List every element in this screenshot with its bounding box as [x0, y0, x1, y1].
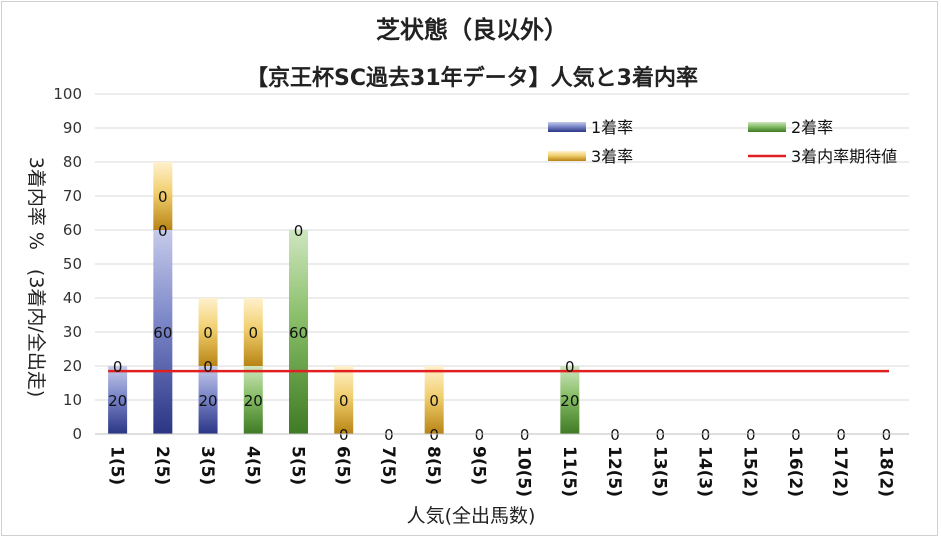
x-tick-label: 12(5): [604, 446, 624, 497]
y-tick-label: 90: [63, 119, 82, 137]
x-tick-label: 8(5): [423, 446, 443, 485]
data-label: 20: [108, 392, 127, 410]
y-tick-label: 80: [63, 153, 82, 171]
chart-subtitle: 【京王杯SC過去31年データ】人気と3着内率: [246, 65, 698, 91]
bar-segment: [153, 162, 173, 230]
legend-swatch: [548, 122, 586, 132]
grid-lines: [95, 93, 909, 401]
x-tick-label: 2(5): [152, 446, 172, 485]
data-label: 0: [249, 324, 259, 342]
bar-segment: [424, 366, 444, 434]
y-tick-label: 20: [63, 357, 82, 375]
data-label: 0: [475, 426, 485, 444]
bar-segment: [243, 298, 263, 366]
data-label: 0: [203, 324, 213, 342]
x-tick-label: 17(2): [830, 446, 850, 497]
legend-label: 2着率: [791, 118, 833, 137]
legend-label: 3着率: [591, 147, 633, 166]
data-label: 60: [289, 324, 308, 342]
bar-segment: [560, 366, 580, 434]
data-label: 0: [158, 188, 168, 206]
data-label: 0: [113, 358, 123, 376]
bar-segment: [334, 366, 354, 434]
x-tick-label: 10(5): [514, 446, 534, 497]
x-tick-label: 16(2): [785, 446, 805, 497]
y-tick-label: 40: [63, 289, 82, 307]
bar-segment: [243, 366, 263, 434]
legend: 1着率 2着率 3着率 3着内率期待値: [548, 118, 897, 166]
x-tick-label: 18(2): [875, 446, 895, 497]
y-tick-label: 0: [72, 425, 82, 443]
bar-segment: [198, 298, 218, 366]
data-label: 0: [339, 426, 349, 444]
data-label: 0: [610, 426, 620, 444]
y-axis-label: 3着内率 % (3着内/全出走): [25, 157, 47, 398]
data-label: 20: [199, 392, 218, 410]
data-labels: 20 0 60 0 0 20 0 0 20 0 60 0 0 0 0 0 0 0 0 20 0 0 0 0 0 0 0 0: [108, 188, 891, 444]
x-axis-ticks: 1(5) 2(5) 3(5) 4(5) 5(5) 6(5) 7(5) 8(5) 9(5) 10(5…: [107, 446, 896, 497]
x-tick-label: 11(5): [559, 446, 579, 497]
data-label: 0: [701, 426, 711, 444]
y-tick-label: 70: [63, 187, 82, 205]
data-label: 0: [429, 392, 439, 410]
x-tick-label: 14(3): [695, 446, 715, 497]
bar-segment: [198, 366, 218, 434]
x-tick-label: 9(5): [468, 446, 488, 485]
x-tick-label: 5(5): [288, 446, 308, 485]
x-tick-label: 1(5): [107, 446, 127, 485]
x-tick-label: 7(5): [378, 446, 398, 485]
data-label: 0: [339, 392, 349, 410]
y-tick-label: 60: [63, 221, 82, 239]
y-tick-label: 50: [63, 255, 82, 273]
data-label: 0: [203, 358, 213, 376]
data-label: 0: [158, 222, 168, 240]
x-tick-label: 13(5): [649, 446, 669, 497]
data-label: 60: [153, 324, 172, 342]
data-label: 0: [565, 358, 575, 376]
y-axis-ticks: 0 10 20 30 40 50 60 70 80 90 100: [53, 85, 82, 443]
data-label: 0: [836, 426, 846, 444]
x-axis-label: 人気(全出馬数): [407, 505, 536, 527]
legend-swatch: [548, 151, 586, 161]
bar-segment: [289, 230, 308, 434]
legend-label: 1着率: [591, 118, 633, 137]
data-label: 0: [429, 426, 439, 444]
y-tick-label: 10: [63, 391, 82, 409]
bars: [108, 162, 580, 434]
data-label: 20: [560, 392, 579, 410]
data-label: 0: [294, 222, 304, 240]
bar-segment: [153, 230, 173, 434]
legend-label: 3着内率期待値: [791, 147, 897, 166]
bar-segment: [108, 366, 128, 434]
data-label: 0: [791, 426, 801, 444]
data-label: 0: [746, 426, 756, 444]
data-label: 0: [656, 426, 666, 444]
data-label: 0: [882, 426, 892, 444]
data-label: 20: [244, 392, 263, 410]
x-tick-label: 3(5): [197, 446, 217, 485]
y-tick-label: 100: [53, 85, 82, 103]
x-tick-label: 4(5): [242, 446, 262, 485]
data-label: 0: [384, 426, 394, 444]
chart-title: 芝状態（良以外）: [376, 16, 568, 44]
x-tick-label: 6(5): [333, 446, 353, 485]
x-tick-label: 15(2): [740, 446, 760, 497]
y-tick-label: 30: [63, 323, 82, 341]
legend-swatch: [748, 122, 786, 132]
data-label: 0: [520, 426, 530, 444]
